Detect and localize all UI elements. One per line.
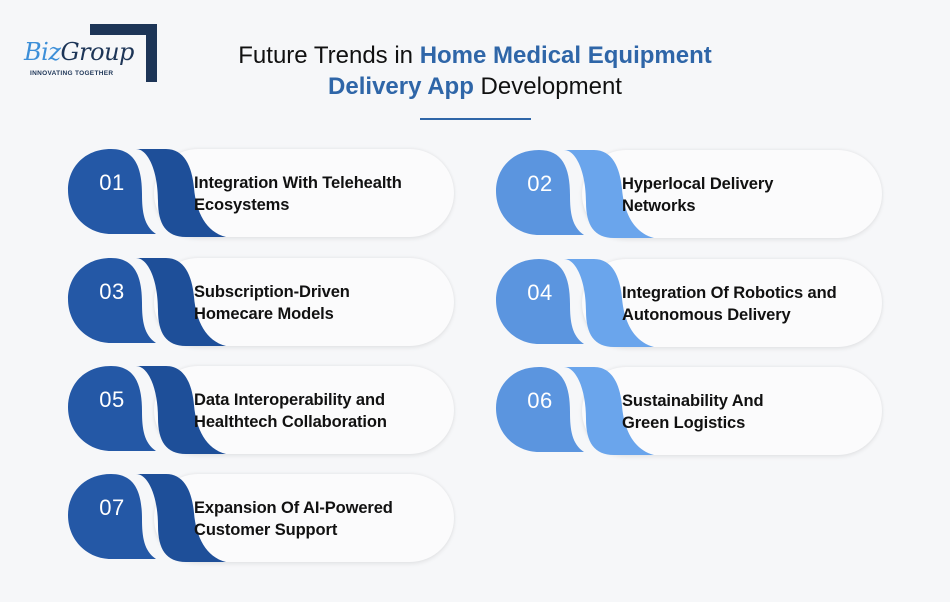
trend-number: 07: [99, 495, 125, 520]
trend-number: 01: [99, 170, 125, 195]
title-underline: [420, 118, 531, 120]
trend-card-06: 06 Sustainability And Green Logistics: [494, 364, 884, 458]
number-badge-shape: [68, 149, 226, 237]
trend-card-07: 07 Expansion Of AI-Powered Customer Suppo…: [66, 471, 456, 565]
trend-card-03: 03 Subscription-Driven Homecare Models: [66, 255, 456, 349]
trend-label: Hyperlocal Delivery Networks: [622, 175, 774, 215]
logo-tagline: INNOVATING TOGETHER: [30, 70, 114, 77]
logo-wordmark: BizGroup: [24, 38, 136, 66]
number-badge-shape: [496, 150, 654, 238]
trend-number: 04: [527, 280, 553, 305]
trend-label: Sustainability And Green Logistics: [622, 392, 764, 432]
trend-card-02: 02 Hyperlocal Delivery Networks: [494, 147, 884, 241]
number-badge-shape: [68, 258, 226, 346]
trend-label: Integration Of Robotics and Autonomous De…: [622, 284, 837, 324]
trend-card-01: 01 Integration With Telehealth Ecosystems: [66, 146, 456, 240]
trend-card-05: 05 Data Interoperability and Healthtech C…: [66, 363, 456, 457]
trend-number: 02: [527, 171, 553, 196]
trend-label: Expansion Of AI-Powered Customer Support: [194, 499, 393, 539]
number-badge-shape: [68, 474, 226, 562]
trend-label: Integration With Telehealth Ecosystems: [194, 174, 402, 214]
trend-number: 05: [99, 387, 125, 412]
number-badge-shape: [68, 366, 226, 454]
logo-frame-shape: [90, 24, 157, 82]
trend-number: 06: [527, 388, 553, 413]
trend-card-04: 04 Integration Of Robotics and Autonomous…: [494, 256, 884, 350]
page-title: Future Trends in Home Medical Equipment …: [238, 42, 712, 100]
number-badge-shape: [496, 259, 654, 347]
number-badge-shape: [496, 367, 654, 455]
trend-number: 03: [99, 279, 125, 304]
trend-label: Subscription-Driven Homecare Models: [194, 283, 350, 323]
trend-label: Data Interoperability and Healthtech Coll…: [194, 391, 387, 431]
bizgroup-logo: BizGroup INNOVATING TOGETHER: [22, 24, 157, 84]
